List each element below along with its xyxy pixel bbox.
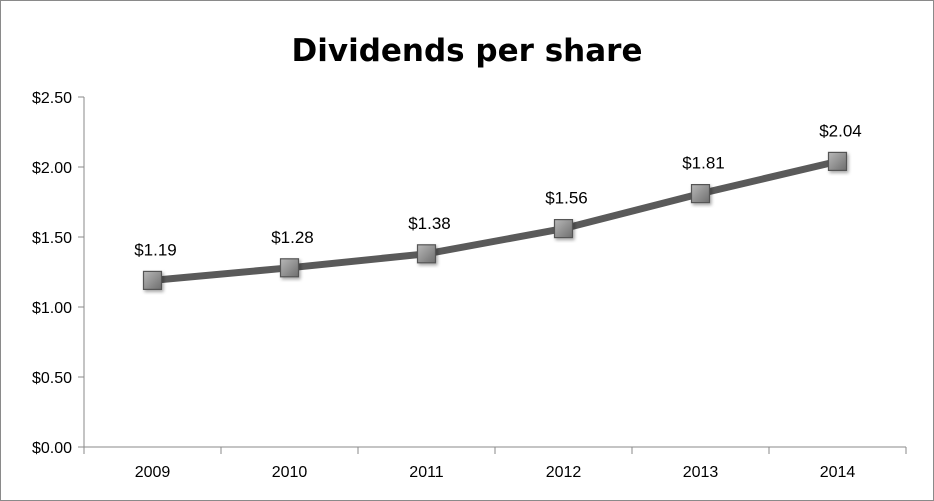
series-line (149, 157, 841, 284)
x-tick-label: 2009 (135, 464, 171, 481)
data-label: $2.04 (819, 121, 862, 140)
y-tick-label: $1.00 (32, 300, 72, 317)
series-line-group (142, 151, 848, 290)
data-label: $1.19 (134, 240, 177, 259)
data-label: $1.28 (271, 228, 314, 247)
data-point-marker (279, 258, 300, 278)
chart-title: Dividends per share (292, 33, 643, 69)
y-tick-label: $2.50 (32, 90, 72, 107)
y-tick-label: $2.00 (32, 160, 72, 177)
data-label: $1.81 (682, 154, 725, 173)
y-tick-label: $0.00 (32, 440, 72, 457)
y-tick-label: $0.50 (32, 370, 72, 387)
x-tick-label: 2011 (409, 464, 444, 481)
axes: $0.00 $0.50 $1.00 $1.50 $2.00 $2.50 2009 2010 20… (32, 90, 907, 481)
x-tick-label: 2013 (683, 464, 719, 481)
x-tick-label: 2012 (546, 464, 582, 481)
x-tick-label: 2010 (272, 464, 308, 481)
y-tick-label: $1.50 (32, 230, 72, 247)
data-labels: $1.19 $1.28 $1.38 $1.56 $1.81 $2.04 (134, 121, 862, 259)
data-point-marker (142, 270, 163, 290)
data-label: $1.38 (408, 214, 451, 233)
data-point-marker (690, 184, 711, 204)
data-label: $1.56 (545, 189, 588, 208)
data-point-marker (553, 219, 574, 239)
data-point-marker (827, 151, 848, 171)
data-point-marker (416, 244, 437, 264)
x-tick-label: 2014 (820, 464, 856, 481)
